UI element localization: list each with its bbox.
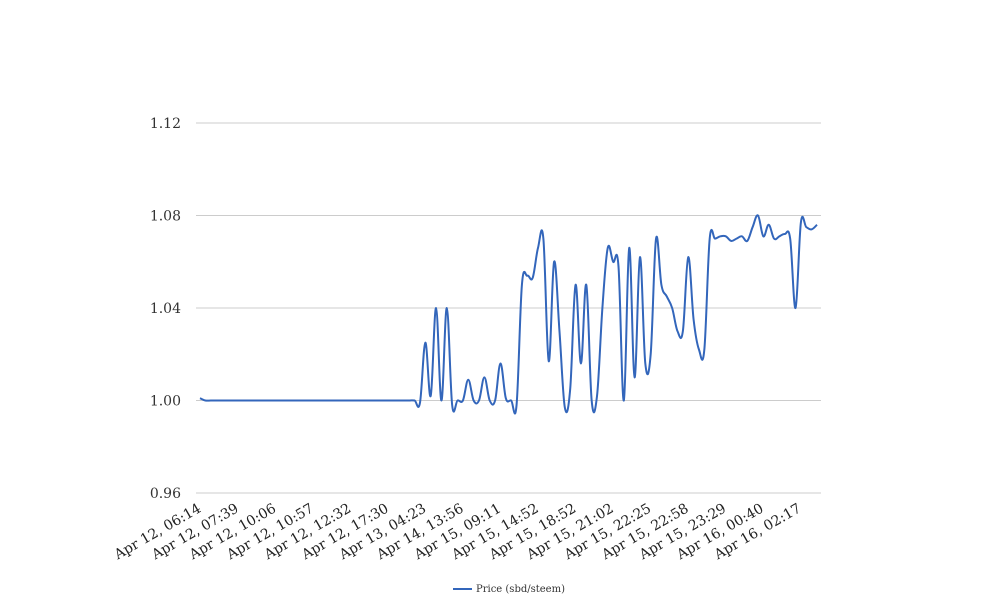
y-tick-label: 0.96 bbox=[150, 486, 181, 502]
legend[interactable]: Price (sbd/steem) bbox=[453, 584, 565, 595]
series-line-price bbox=[199, 214, 818, 415]
y-tick-label: 1.12 bbox=[150, 116, 181, 132]
y-tick-label: 1.00 bbox=[150, 394, 181, 410]
y-axis-tick-labels: 0.96 1.00 1.04 1.08 1.12 bbox=[150, 116, 181, 502]
series-lines bbox=[199, 214, 818, 415]
y-tick-label: 1.08 bbox=[150, 209, 181, 225]
y-tick-label: 1.04 bbox=[150, 301, 181, 317]
gridlines bbox=[196, 122, 821, 494]
legend-label-price: Price (sbd/steem) bbox=[476, 584, 565, 595]
